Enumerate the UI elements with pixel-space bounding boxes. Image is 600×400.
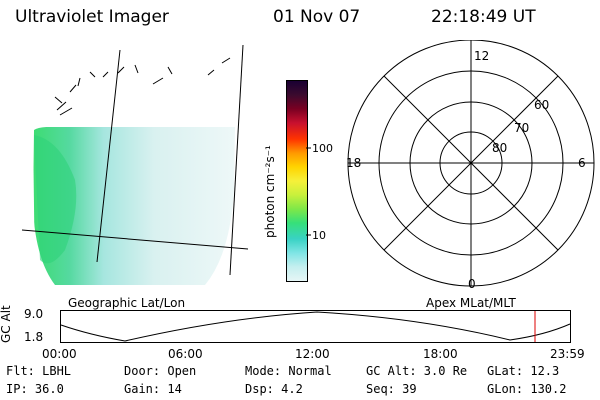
mlat-label-80: 80	[492, 141, 507, 155]
map-projection-label: Geographic Lat/Lon	[68, 296, 186, 310]
altitude-plot	[60, 310, 571, 343]
seq-readout: Seq: 39	[366, 382, 417, 396]
colorbar-gradient	[287, 81, 307, 281]
mlt-label-12: 12	[474, 49, 489, 63]
time-tick-2359: 23:59	[550, 347, 585, 361]
polar-plot: 12 18 6 0 60 70 80	[346, 40, 595, 291]
altitude-plot-frame	[60, 310, 571, 343]
coastline-segments	[54, 57, 231, 116]
gc-alt-readout: GC Alt: 3.0 Re	[366, 364, 468, 378]
mlt-label-18: 18	[346, 156, 361, 170]
date-label: 01 Nov 07	[273, 7, 361, 27]
glat-readout: GLat: 12.3	[487, 364, 560, 378]
glon-readout: GLon: 130.2	[487, 382, 567, 396]
instrument-title: Ultraviolet Imager	[15, 7, 169, 27]
mlat-label-60: 60	[534, 98, 549, 112]
colorbar-ticks	[306, 147, 311, 236]
colorbar	[286, 80, 308, 282]
lat-lon-grid	[21, 44, 249, 276]
time-tick-0600: 06:00	[168, 347, 203, 361]
colorbar-tick-10: 10	[312, 229, 326, 242]
colorbar-tick-100: 100	[312, 142, 333, 155]
mlat-label-70: 70	[514, 121, 529, 135]
polar-diagonal-2	[383, 75, 559, 251]
time-label: 22:18:49 UT	[431, 7, 536, 27]
ip-readout: IP: 36.0	[6, 382, 64, 396]
aurora-emission-region	[33, 127, 235, 285]
flt-readout: Flt: LBHL	[6, 364, 72, 378]
time-tick-1200: 12:00	[295, 347, 330, 361]
aurora-bright-band	[34, 135, 77, 264]
altitude-ylabel: GC Alt	[0, 305, 13, 343]
time-tick-0000: 00:00	[42, 347, 77, 361]
colorbar-unit-label: photon cm⁻²s⁻¹	[263, 145, 277, 238]
mode-readout: Mode: Normal	[245, 364, 332, 378]
altitude-curve	[60, 311, 571, 342]
door-readout: Door: Open	[124, 364, 197, 378]
dsp-readout: Dsp: 4.2	[245, 382, 303, 396]
mlt-label-6: 6	[578, 156, 586, 170]
altitude-ytick-9: 9.0	[24, 307, 44, 321]
polar-projection-label: Apex MLat/MLT	[426, 296, 516, 310]
altitude-ytick-1-8: 1.8	[24, 330, 44, 344]
time-tick-1800: 18:00	[423, 347, 458, 361]
aurora-map-panel	[21, 44, 249, 285]
gain-readout: Gain: 14	[124, 382, 182, 396]
mlt-label-0: 0	[468, 277, 476, 291]
